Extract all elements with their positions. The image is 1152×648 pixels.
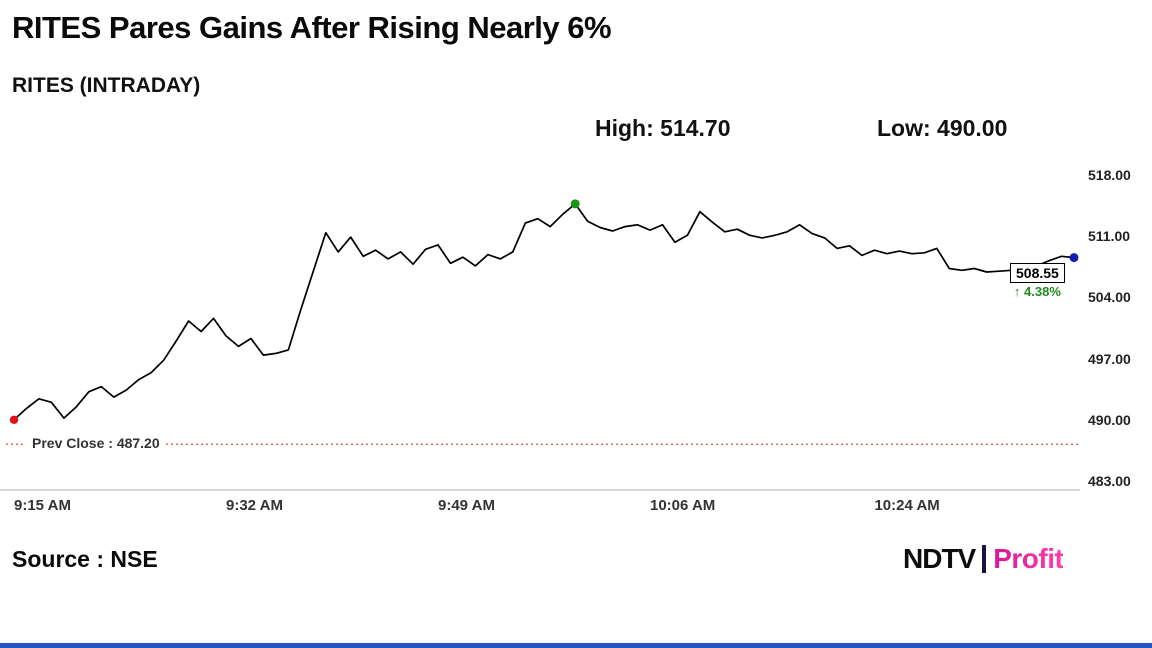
ndtv-profit-logo: NDTV Profit <box>903 543 1064 575</box>
ndtv-logo-text: NDTV <box>903 543 976 574</box>
y-axis-tick: 497.00 <box>1088 350 1131 367</box>
intraday-chart: Prev Close : 487.20 508.55 ↑ 4.38% 518.0… <box>0 165 1152 495</box>
prev-close-label: Prev Close : 487.20 <box>26 435 166 452</box>
x-axis-tick: 10:06 AM <box>650 497 716 514</box>
open-dot <box>9 415 19 424</box>
y-axis-tick: 511.00 <box>1088 228 1131 245</box>
x-axis-tick: 9:32 AM <box>226 497 283 514</box>
price-line <box>13 203 1075 421</box>
y-axis-tick: 504.00 <box>1088 289 1131 306</box>
chart-subtitle: RITES (INTRADAY) <box>12 74 201 97</box>
x-axis-tick: 9:15 AM <box>14 497 71 514</box>
page-title: RITES Pares Gains After Rising Nearly 6% <box>12 10 612 45</box>
x-axis-tick: 9:49 AM <box>438 497 495 514</box>
change-percent-label: ↑ 4.38% <box>1013 283 1061 299</box>
x-axis-labels: 9:15 AM 9:32 AM 9:49 AM 10:06 AM 10:24 AM <box>0 495 1152 519</box>
x-axis-tick: 10:24 AM <box>874 497 940 514</box>
y-axis-tick: 483.00 <box>1088 473 1131 489</box>
price-chart-svg <box>0 199 1080 491</box>
high-value-label: High: 514.70 <box>595 115 731 141</box>
profit-logo-text: Profit <box>993 543 1064 574</box>
last-price-label: 508.55 <box>1010 262 1065 283</box>
bottom-accent-bar <box>0 643 1152 648</box>
logo-divider <box>982 545 987 573</box>
y-axis-tick: 490.00 <box>1088 411 1131 428</box>
y-axis-tick: 518.00 <box>1088 167 1131 183</box>
last-price-callout: 508.55 ↑ 4.38% <box>1010 262 1065 299</box>
high-dot <box>570 199 580 209</box>
last-dot <box>1069 253 1079 263</box>
low-value-label: Low: 490.00 <box>877 115 1008 141</box>
source-label: Source : NSE <box>12 546 158 572</box>
